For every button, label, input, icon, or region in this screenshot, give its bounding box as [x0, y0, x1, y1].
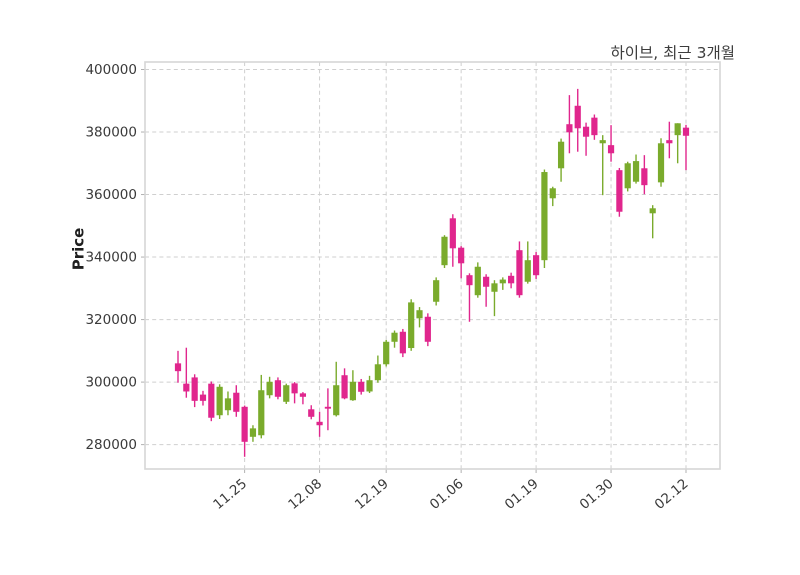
candle-body-up [374, 364, 381, 381]
candle-body-down [458, 247, 465, 264]
candle-body-down [466, 275, 473, 286]
candle-body-up [499, 279, 506, 284]
candle-body-up [258, 390, 265, 436]
candle-body-down [274, 380, 282, 397]
x-tick-label: 01.06 [427, 476, 467, 513]
candle-body-up [624, 163, 631, 189]
candle-body-down [616, 170, 623, 212]
candle-body-down [233, 392, 240, 412]
candle-body-up [266, 381, 273, 396]
candle-body-down [399, 331, 406, 354]
x-tick-label: 12.08 [285, 476, 325, 513]
candle-body-up [224, 398, 232, 411]
candle-body-up [541, 172, 548, 261]
candle-body-down [516, 250, 523, 296]
candle-body-up [549, 188, 556, 199]
y-tick-label: 380000 [85, 125, 137, 141]
candle-body-up [366, 380, 373, 392]
candle-body-down [183, 383, 190, 392]
candle-body-up [441, 236, 448, 266]
candle-body-up [283, 385, 290, 402]
y-tick-label: 360000 [85, 187, 137, 203]
candle-body-up [249, 428, 257, 437]
candle-body-up [599, 140, 606, 144]
x-tick-label: 01.19 [502, 476, 542, 513]
candle-body-down [174, 363, 182, 372]
y-tick-label: 340000 [85, 250, 137, 266]
candle-body-down [532, 255, 540, 276]
chart-title: 하이브, 최근 3개월 [610, 44, 735, 62]
candle-body-up [391, 332, 398, 342]
candle-body-down [666, 140, 673, 144]
candle-body-down [341, 375, 348, 399]
y-tick-label: 300000 [85, 375, 137, 391]
candle-body-down [241, 406, 248, 442]
candle-body-up [333, 385, 340, 416]
y-tick-label: 280000 [85, 437, 137, 453]
candle-body-up [349, 381, 356, 401]
candle-body-down [566, 124, 573, 133]
candle-body-up [383, 341, 390, 365]
candle-body-down [607, 145, 615, 154]
candle-body-down [641, 168, 648, 186]
candle-body-down [316, 421, 323, 426]
candle-body-down [591, 117, 598, 136]
plot-border [144, 61, 721, 470]
candle-body-down [574, 105, 581, 129]
y-tick-label: 320000 [85, 312, 137, 328]
candle-body-down [358, 381, 365, 392]
candle-body-up [491, 283, 498, 292]
x-tick-label: 02.12 [652, 476, 692, 513]
candle-body-down [199, 394, 207, 401]
candle-body-up [474, 266, 481, 296]
y-axis-title: Price [69, 227, 88, 271]
candle-body-up [408, 302, 415, 349]
candle-body-up [657, 143, 665, 183]
candle-body-up [433, 280, 440, 302]
candle-body-down [308, 409, 315, 417]
candle-body-up [524, 260, 531, 282]
candle-body-up [649, 208, 656, 214]
candle-body-down [324, 406, 332, 409]
candle-body-down [483, 276, 490, 287]
candle-body-down [291, 383, 298, 394]
candle-body-down [682, 127, 690, 136]
x-tick-label: 11.25 [210, 476, 250, 513]
candle-body-up [216, 386, 223, 416]
x-tick-label: 12.19 [352, 476, 392, 513]
candle-body-down [191, 377, 198, 401]
y-tick-label: 400000 [85, 62, 137, 78]
candle-body-up [416, 310, 423, 319]
candle-body-down [582, 126, 590, 137]
candle-body-down [208, 383, 215, 418]
candle-body-down [299, 393, 307, 397]
candle-body-down [508, 275, 515, 284]
candle-body-down [424, 316, 431, 342]
x-tick-label: 01.30 [577, 476, 617, 513]
candle-body-down [449, 218, 456, 249]
candle-body-up [632, 161, 640, 182]
candle-body-up [674, 123, 681, 136]
candle-body-up [557, 141, 565, 169]
